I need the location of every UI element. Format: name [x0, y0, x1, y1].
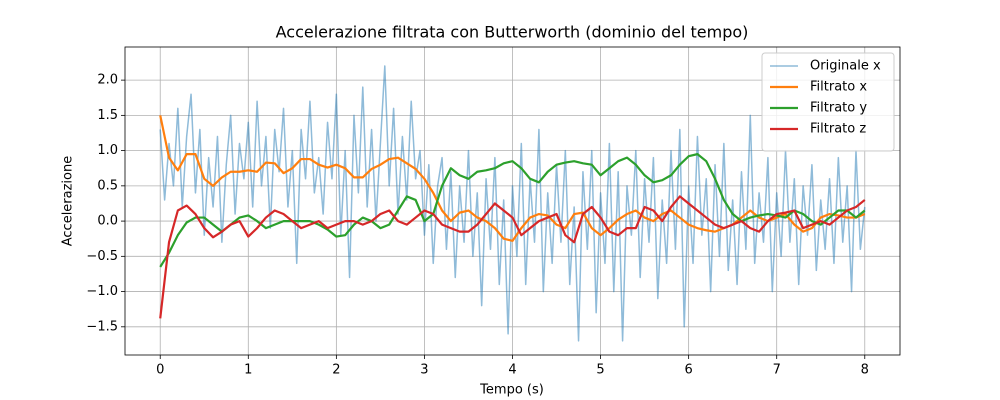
series-line [159, 65, 866, 342]
y-tick-label: −1.0 [86, 284, 118, 299]
x-tick-label: 4 [508, 363, 516, 378]
x-tick-label: 6 [684, 363, 692, 378]
legend-label: Filtrato y [810, 101, 867, 116]
plot-lines [159, 65, 866, 342]
x-tick-label: 5 [596, 363, 604, 378]
x-tick-label: 3 [420, 363, 428, 378]
plot-frame [124, 46, 901, 356]
chart-title: Accelerazione filtrata con Butterworth (… [276, 23, 749, 42]
y-tick-label: 0.5 [97, 178, 118, 193]
y-tick-label: 2.0 [97, 73, 118, 88]
x-tick-label: 8 [861, 363, 869, 378]
legend-label: Filtrato z [810, 122, 866, 137]
y-axis-label: Accelerazione [61, 156, 76, 247]
y-tick-label: 0.0 [97, 214, 118, 229]
legend-label: Originale x [810, 59, 881, 74]
x-axis-label: Tempo (s) [479, 383, 544, 398]
x-tick-label: 2 [332, 363, 340, 378]
y-tick-label: 1.5 [97, 108, 118, 123]
legend-label: Filtrato x [810, 80, 867, 95]
series-line [159, 153, 866, 268]
x-tick-label: 7 [773, 363, 781, 378]
x-tick-label: 1 [244, 363, 252, 378]
series-line [159, 195, 866, 319]
y-tick-label: −0.5 [86, 249, 118, 264]
y-tick-label: −1.5 [86, 319, 118, 334]
legend-box [761, 52, 895, 152]
x-tick-label: 0 [156, 363, 164, 378]
y-tick-label: 1.0 [97, 143, 118, 158]
series-line [159, 115, 866, 242]
